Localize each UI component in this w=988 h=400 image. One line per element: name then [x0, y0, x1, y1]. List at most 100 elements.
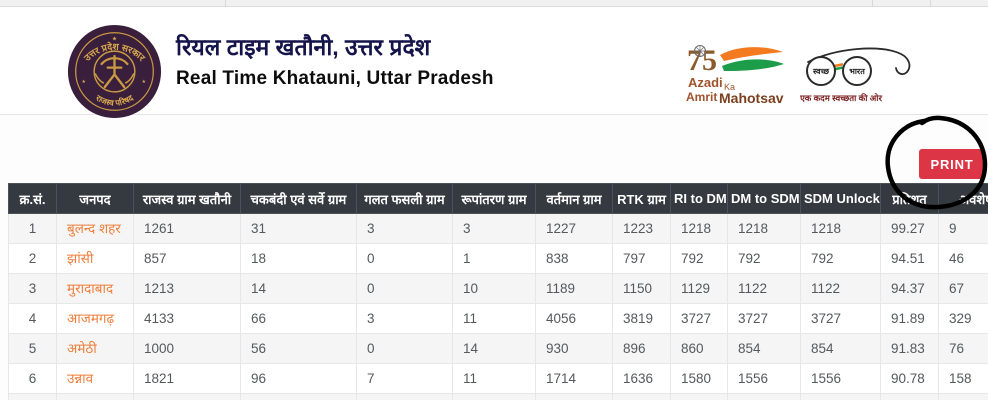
value-cell: 930: [535, 333, 613, 364]
row-number: 5: [8, 333, 57, 364]
district-link[interactable]: अमेठी: [67, 341, 97, 356]
value-cell: 1556: [800, 363, 881, 394]
value-cell: 860: [670, 333, 728, 364]
row-number: 7: [8, 393, 57, 400]
value-cell: 67: [938, 273, 988, 304]
value-cell: 3: [452, 213, 536, 244]
value-cell: [612, 393, 671, 400]
value-cell: [670, 393, 728, 400]
row-number: 3: [8, 273, 57, 304]
value-cell: [356, 393, 453, 400]
value-cell: 3819: [612, 303, 671, 334]
azadi-word1: Azadi: [688, 75, 723, 90]
value-cell: 1580: [670, 363, 728, 394]
column-header: जनपद: [56, 183, 134, 214]
district-link[interactable]: झांसी: [67, 251, 94, 266]
column-header: RTK ग्राम: [612, 183, 671, 214]
table-row: 7मेरठ: [8, 393, 988, 400]
value-cell: 11: [452, 303, 536, 334]
column-header: अवशेष: [938, 183, 988, 214]
value-cell: 1218: [727, 213, 801, 244]
value-cell: 91.89: [880, 303, 939, 334]
table-row: 6 उन्नाव 1821 96 7 11 1714 1636 1580 1556 1556 90.7…: [8, 363, 988, 394]
svg-text:★: ★: [82, 79, 87, 85]
value-cell: [535, 393, 613, 400]
value-cell: 1636: [612, 363, 671, 394]
column-header: राजस्व ग्राम खतौनी: [133, 183, 241, 214]
strip-divider: [225, 0, 226, 7]
value-cell: [800, 393, 881, 400]
svg-text:★: ★: [112, 35, 117, 42]
azadi-word3: Amrit: [686, 90, 717, 104]
value-cell: 10: [452, 273, 536, 304]
value-cell: 1261: [133, 213, 241, 244]
value-cell: [880, 393, 939, 400]
value-cell: [727, 393, 801, 400]
table-body: 1 बुलन्द शहर 1261 31 3 3 1227 1223 1218 1218 1218 9…: [8, 213, 988, 400]
value-cell: 90.78: [880, 363, 939, 394]
value-cell: 3: [356, 213, 453, 244]
value-cell: 91.83: [880, 333, 939, 364]
page-header: उत्तर प्रदेश सरकार राजस्व परिषद ★ ★ ★ रि…: [0, 8, 988, 119]
value-cell: 96: [240, 363, 357, 394]
value-cell: 0: [356, 273, 453, 304]
azadi-ka-amrit-mahotsav-logo-icon: 75 Azadi Ka Amrit Mahotsav: [686, 42, 786, 108]
district-cell: उन्नाव: [56, 363, 134, 394]
column-header: SDM Unlock: [800, 183, 881, 214]
value-cell: 1821: [133, 363, 241, 394]
value-cell: 792: [670, 243, 728, 274]
site-titles: रियल टाइम खतौनी, उत्तर प्रदेश Real Time …: [176, 32, 494, 92]
value-cell: 3: [356, 303, 453, 334]
row-number: 1: [8, 213, 57, 244]
swachh-lens-left-text: स्वच्छ: [812, 67, 830, 76]
value-cell: 1218: [800, 213, 881, 244]
district-link[interactable]: आजमगढ़: [67, 311, 115, 326]
print-button[interactable]: PRINT: [919, 149, 985, 179]
table-row: 1 बुलन्द शहर 1261 31 3 3 1227 1223 1218 1218 1218 9…: [8, 213, 988, 244]
table-header-row: क्र.सं. जनपद राजस्व ग्राम खतौनी चकबंदी एवं …: [8, 183, 988, 214]
value-cell: 99.27: [880, 213, 939, 244]
value-cell: 0: [356, 243, 453, 274]
value-cell: 1227: [535, 213, 613, 244]
row-number: 2: [8, 243, 57, 274]
svg-text:★: ★: [142, 79, 147, 85]
khatauni-table: क्र.सं. जनपद राजस्व ग्राम खतौनी चकबंदी एवं …: [8, 183, 988, 400]
value-cell: 7: [356, 363, 453, 394]
value-cell: 329: [938, 303, 988, 334]
value-cell: 1189: [535, 273, 613, 304]
khatauni-table-container: क्र.सं. जनपद राजस्व ग्राम खतौनी चकबंदी एवं …: [8, 183, 988, 400]
value-cell: 797: [612, 243, 671, 274]
value-cell: 158: [938, 363, 988, 394]
value-cell: 1223: [612, 213, 671, 244]
column-header: वर्तमान ग्राम: [535, 183, 613, 214]
swachh-lens-right-text: भारत: [849, 67, 865, 76]
value-cell: 1714: [535, 363, 613, 394]
value-cell: [938, 393, 988, 400]
district-link[interactable]: बुलन्द शहर: [67, 221, 121, 236]
value-cell: 792: [800, 243, 881, 274]
value-cell: 1129: [670, 273, 728, 304]
value-cell: 1213: [133, 273, 241, 304]
value-cell: 14: [452, 333, 536, 364]
district-cell: आजमगढ़: [56, 303, 134, 334]
value-cell: 1: [452, 243, 536, 274]
value-cell: 11: [452, 363, 536, 394]
value-cell: 3727: [727, 303, 801, 334]
value-cell: 896: [612, 333, 671, 364]
table-row: 5 अमेठी 1000 56 0 14 930 896 860 854 854 91.83 76: [8, 333, 988, 364]
district-link[interactable]: मुरादाबाद: [67, 281, 114, 296]
value-cell: 1556: [727, 363, 801, 394]
value-cell: 3727: [800, 303, 881, 334]
swachh-bharat-logo-icon: स्वच्छ भारत एक कदम स्वच्छता की ओर: [796, 46, 914, 110]
district-cell: झांसी: [56, 243, 134, 274]
svg-text:राजस्व परिषद: राजस्व परिषद: [93, 93, 135, 108]
site-title-hindi: रियल टाइम खतौनी, उत्तर प्रदेश: [176, 34, 431, 60]
site-title-english: Real Time Khatauni, Uttar Pradesh: [176, 68, 494, 89]
value-cell: [452, 393, 536, 400]
value-cell: 0: [356, 333, 453, 364]
district-link[interactable]: उन्नाव: [67, 371, 94, 386]
table-row: 3 मुरादाबाद 1213 14 0 10 1189 1150 1129 1122 1122 9…: [8, 273, 988, 304]
column-header: क्र.सं.: [8, 183, 57, 214]
value-cell: 4056: [535, 303, 613, 334]
